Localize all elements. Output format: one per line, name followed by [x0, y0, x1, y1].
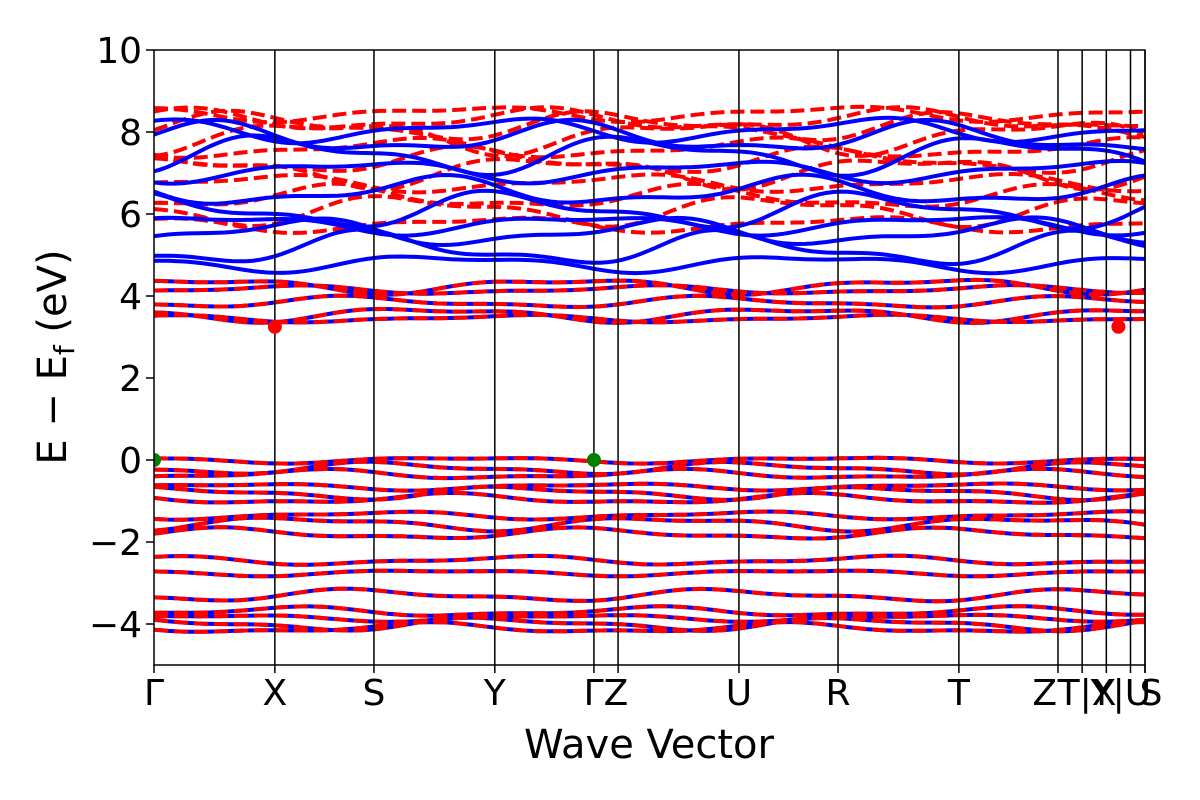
band-spin-down: [154, 490, 1145, 505]
y-tick-label: 0: [119, 441, 142, 482]
band-spin-up: [154, 115, 1145, 146]
x-axis-title: Wave Vector: [524, 722, 775, 768]
vbm-marker: [154, 453, 161, 467]
y-tick-label: −4: [89, 605, 142, 646]
vbm-marker: [586, 453, 601, 467]
y-tick-label: 10: [96, 31, 142, 72]
band-spin-up: [154, 227, 1145, 267]
y-tick-label: 6: [119, 195, 142, 236]
band-spin-down: [154, 215, 1145, 235]
band-spin-up: [154, 172, 1145, 206]
x-tick-label: S: [1140, 673, 1163, 714]
band-spin-down: [154, 455, 1145, 466]
cbm-marker: [267, 319, 282, 334]
band-spin-down: [154, 293, 1145, 310]
band-spin-down: [154, 484, 1145, 503]
band-spin-up: [154, 159, 1145, 186]
y-tick-label: 8: [119, 113, 142, 154]
x-tick-label: Γ: [144, 673, 164, 714]
band-spin-down: [154, 104, 1145, 125]
band-spin-down: [154, 466, 1145, 481]
band-spin-down: [154, 568, 1145, 579]
band-spin-down: [154, 181, 1145, 209]
x-tick-label: R: [826, 673, 851, 714]
cbm-marker: [1111, 319, 1126, 334]
x-tick-label: S: [363, 673, 386, 714]
band-spin-down: [154, 612, 1145, 624]
x-tick-label: Y|U: [1090, 673, 1151, 714]
y-tick-label: 2: [119, 359, 142, 400]
x-tick-label: T|X: [1057, 673, 1117, 714]
band-spin-down: [154, 553, 1145, 567]
x-tick-label: Y: [483, 673, 507, 714]
band-spin-down: [154, 586, 1145, 604]
band-spin-down: [154, 515, 1145, 534]
band-spin-up: [154, 188, 1145, 231]
band-spin-up: [154, 254, 1145, 276]
band-spin-down: [154, 481, 1145, 493]
band-spin-down: [154, 307, 1145, 325]
x-tick-label: ΓZ: [584, 673, 629, 714]
band-spin-down: [154, 525, 1145, 541]
y-axis-title: E − Ef (eV): [30, 249, 81, 464]
band-spin-down: [154, 105, 1145, 131]
band-spin-down: [154, 620, 1145, 634]
x-tick-label: T: [947, 673, 971, 714]
x-tick-label: Z: [1032, 673, 1057, 714]
y-tick-label: −2: [89, 523, 142, 564]
x-tick-label: X: [263, 673, 288, 714]
x-tick-label: U: [726, 673, 752, 714]
band-spin-down: [154, 277, 1145, 297]
band-spin-down: [154, 509, 1145, 522]
band-spin-down: [154, 604, 1145, 618]
plot-frame: [153, 49, 1146, 666]
y-tick-label: 4: [119, 277, 142, 318]
